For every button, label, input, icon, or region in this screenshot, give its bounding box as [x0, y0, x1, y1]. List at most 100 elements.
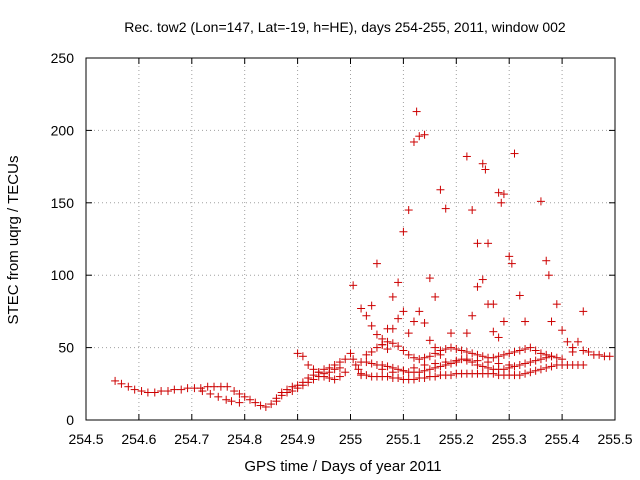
data-point — [605, 352, 614, 361]
data-point — [447, 371, 456, 380]
x-tick-label: 255.3 — [492, 431, 527, 447]
y-tick-label: 50 — [58, 340, 74, 356]
y-axis-title: STEC from uqrg / TECUs — [5, 156, 22, 325]
data-point — [124, 382, 133, 391]
data-point — [473, 239, 482, 248]
data-point — [378, 365, 387, 374]
data-point — [447, 359, 456, 368]
data-point — [245, 395, 254, 404]
data-point — [293, 384, 302, 393]
data-point — [431, 349, 440, 358]
data-point — [595, 350, 604, 359]
data-point — [452, 345, 461, 354]
data-point — [183, 384, 192, 393]
data-point — [170, 385, 179, 394]
data-point — [484, 239, 493, 248]
y-tick-labels: 0 50 100 150 200 250 — [51, 50, 75, 428]
data-point — [521, 345, 530, 354]
data-point — [536, 197, 545, 206]
data-point — [558, 326, 567, 335]
data-point — [357, 304, 366, 313]
data-point — [478, 352, 487, 361]
grid-lines — [86, 58, 615, 420]
data-point — [251, 398, 260, 407]
data-point — [349, 355, 358, 364]
data-point — [206, 389, 215, 398]
data-point — [468, 311, 477, 320]
data-point — [510, 149, 519, 158]
data-point — [394, 278, 403, 287]
data-point — [298, 352, 307, 361]
data-point — [425, 352, 434, 361]
data-point — [409, 363, 418, 372]
data-point — [293, 349, 302, 358]
data-point — [478, 362, 487, 371]
data-point — [394, 342, 403, 351]
data-point — [272, 394, 281, 403]
data-point — [198, 387, 207, 396]
data-point — [478, 275, 487, 284]
data-point — [346, 349, 355, 358]
data-point — [494, 188, 503, 197]
data-point — [420, 318, 429, 327]
data-point — [383, 345, 392, 354]
data-point — [341, 368, 350, 377]
data-point — [298, 381, 307, 390]
data-point — [489, 327, 498, 336]
data-point — [452, 356, 461, 365]
data-point — [404, 206, 413, 215]
x-tick-label: 254.9 — [280, 431, 315, 447]
x-tick-label: 254.8 — [227, 431, 262, 447]
x-tick-label: 255 — [339, 431, 363, 447]
data-point — [415, 307, 424, 316]
data-point — [425, 336, 434, 345]
data-point — [544, 271, 553, 280]
data-point — [314, 368, 323, 377]
y-tick-label: 200 — [51, 122, 75, 138]
data-point — [515, 346, 524, 355]
data-point — [372, 259, 381, 268]
data-point — [394, 374, 403, 383]
data-point — [436, 362, 445, 371]
data-point — [462, 355, 471, 364]
data-point — [584, 347, 593, 356]
data-point — [227, 397, 236, 406]
data-point — [563, 337, 572, 346]
data-point — [409, 317, 418, 326]
data-point — [143, 388, 152, 397]
data-point — [349, 281, 358, 290]
data-point — [235, 398, 244, 407]
data-point — [536, 365, 545, 374]
data-point — [367, 347, 376, 356]
data-point — [515, 371, 524, 380]
data-point — [372, 343, 381, 352]
data-point — [320, 372, 329, 381]
data-point — [388, 324, 397, 333]
data-point — [157, 387, 166, 396]
data-point — [362, 350, 371, 359]
data-point — [462, 152, 471, 161]
x-tick-label: 254.5 — [68, 431, 103, 447]
data-point — [579, 360, 588, 369]
data-point — [552, 300, 561, 309]
data-point — [521, 359, 530, 368]
data-point — [399, 366, 408, 375]
data-point — [547, 317, 556, 326]
data-point — [256, 401, 265, 410]
y-tick-label: 250 — [51, 50, 75, 66]
data-point — [383, 362, 392, 371]
data-point — [568, 347, 577, 356]
data-point — [415, 368, 424, 377]
data-point — [515, 291, 524, 300]
data-point — [484, 358, 493, 367]
data-point — [130, 385, 139, 394]
data-point — [394, 365, 403, 374]
data-point — [505, 360, 514, 369]
data-point — [531, 346, 540, 355]
data-point — [436, 185, 445, 194]
data-point — [222, 395, 231, 404]
data-point — [431, 359, 440, 368]
data-point — [362, 371, 371, 380]
data-point — [499, 317, 508, 326]
